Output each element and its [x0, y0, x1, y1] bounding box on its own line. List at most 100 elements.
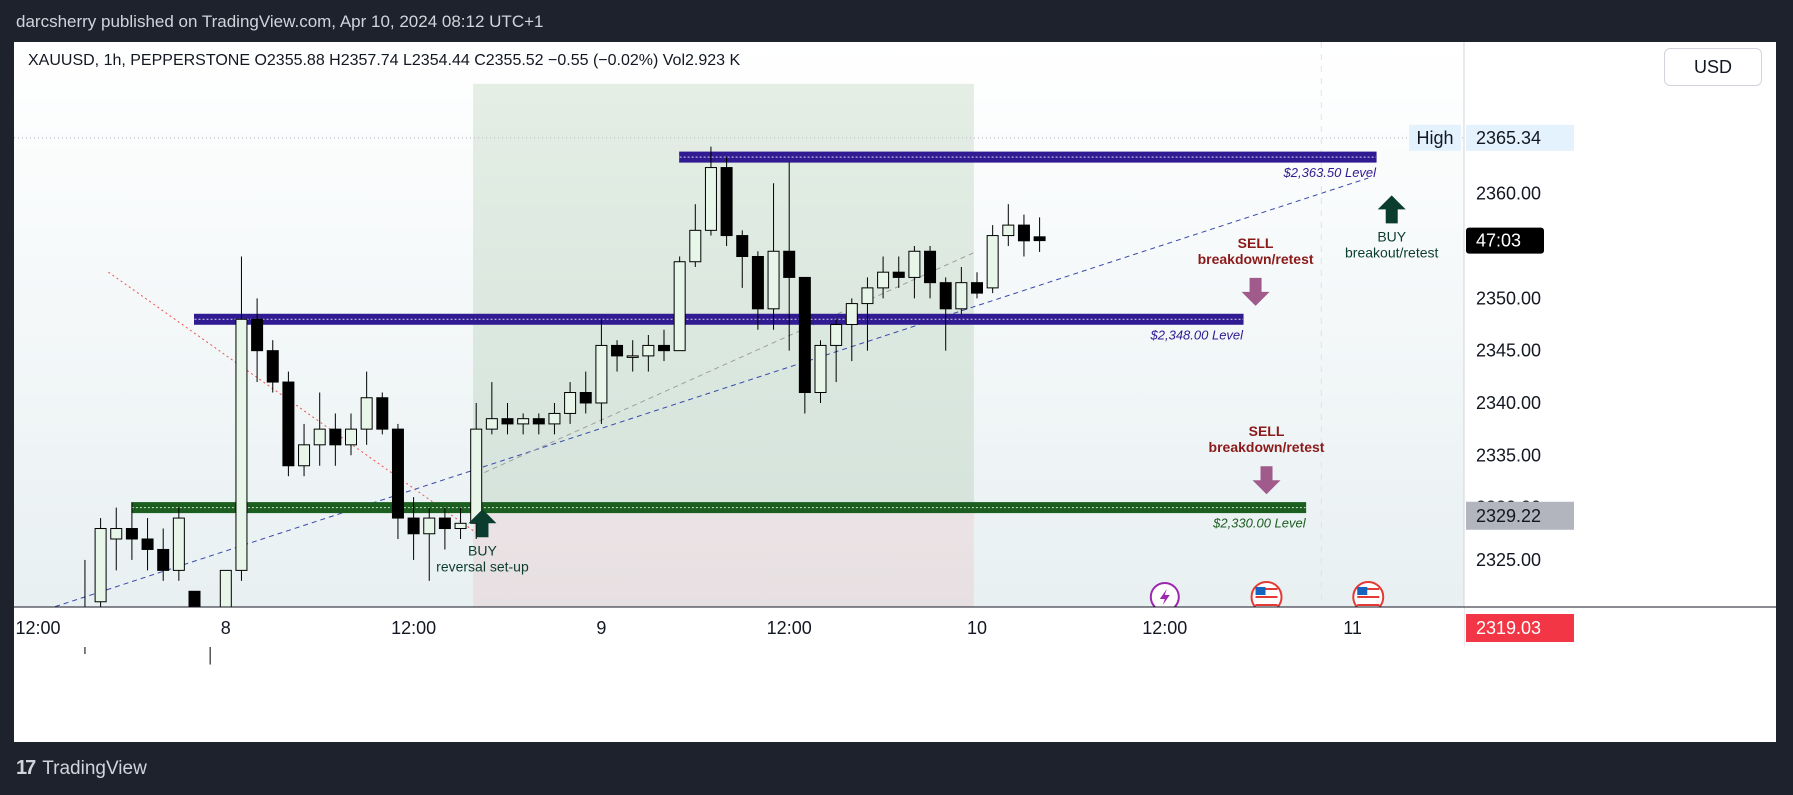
- candle[interactable]: [485, 382, 498, 435]
- candle-body: [360, 397, 373, 430]
- trendline[interactable]: [475, 250, 978, 477]
- candle[interactable]: [266, 340, 279, 393]
- candle[interactable]: [939, 277, 952, 351]
- candle-body: [423, 517, 436, 535]
- candle[interactable]: [595, 319, 608, 424]
- annotation-text: breakdown/retest: [1209, 439, 1325, 455]
- y-tick-label: 2335.00: [1476, 445, 1541, 465]
- x-tick-label: 8: [221, 618, 231, 638]
- candle-body: [407, 517, 420, 535]
- candle[interactable]: [517, 413, 530, 435]
- candle[interactable]: [767, 183, 780, 330]
- candle[interactable]: [360, 371, 373, 445]
- x-tick-label: 12:00: [391, 618, 436, 638]
- candle[interactable]: [376, 392, 389, 435]
- candle[interactable]: [298, 423, 311, 477]
- us-flag-event-icon[interactable]: [1352, 581, 1385, 613]
- candle-body: [798, 276, 811, 394]
- candle[interactable]: [955, 266, 968, 315]
- candle[interactable]: [532, 413, 545, 435]
- price-label-box: [1466, 501, 1574, 530]
- candle[interactable]: [1033, 217, 1046, 252]
- candle[interactable]: [830, 319, 843, 383]
- candle[interactable]: [579, 371, 592, 414]
- candle-body: [845, 303, 858, 326]
- candle-body: [971, 282, 983, 294]
- candle[interactable]: [877, 256, 890, 299]
- annotation-text: BUY: [1377, 228, 1406, 244]
- candle-body: [986, 235, 999, 289]
- candle[interactable]: [454, 507, 467, 539]
- candle[interactable]: [329, 413, 342, 466]
- candle[interactable]: [172, 507, 185, 581]
- time-axis[interactable]: [14, 607, 1464, 647]
- candle[interactable]: [125, 502, 138, 560]
- candle[interactable]: [798, 276, 811, 414]
- candle[interactable]: [845, 298, 858, 362]
- candle[interactable]: [423, 507, 436, 581]
- candle[interactable]: [501, 402, 514, 435]
- candle-body: [110, 528, 123, 540]
- candle[interactable]: [251, 298, 264, 383]
- candle-body: [282, 381, 295, 467]
- candle[interactable]: [110, 507, 123, 571]
- tradingview-logo-icon[interactable]: 17: [16, 757, 36, 779]
- currency-button[interactable]: USD: [1664, 48, 1762, 86]
- candle[interactable]: [564, 382, 577, 424]
- candle[interactable]: [814, 340, 827, 403]
- candle[interactable]: [704, 146, 717, 236]
- candle[interactable]: [282, 371, 295, 477]
- candle[interactable]: [658, 329, 670, 362]
- countdown-label: 47:03: [1476, 231, 1521, 251]
- candle-body: [391, 428, 404, 519]
- candle-body: [564, 392, 577, 414]
- candle[interactable]: [971, 272, 983, 299]
- candle[interactable]: [1017, 214, 1030, 257]
- candle[interactable]: [924, 246, 937, 299]
- candle[interactable]: [720, 157, 733, 247]
- candle[interactable]: [642, 334, 655, 372]
- candle[interactable]: [626, 340, 639, 372]
- candle[interactable]: [611, 340, 624, 372]
- candle[interactable]: [345, 413, 357, 456]
- candle-body: [736, 235, 749, 257]
- candle[interactable]: [438, 507, 451, 550]
- countdown-box: [1466, 227, 1544, 254]
- candle[interactable]: [986, 225, 999, 294]
- candle[interactable]: [751, 251, 764, 330]
- down-arrow-icon: [1252, 466, 1281, 495]
- candle[interactable]: [673, 256, 686, 352]
- candle[interactable]: [391, 423, 404, 539]
- price-label: 2329.22: [1476, 506, 1541, 526]
- price-chart[interactable]: $2,363.50 Level $2,348.00 Level $2,330.00 …: [14, 42, 1776, 742]
- candle[interactable]: [157, 528, 170, 581]
- us-flag-event-icon[interactable]: [1250, 581, 1283, 613]
- candle[interactable]: [407, 497, 420, 560]
- candle[interactable]: [736, 230, 749, 288]
- candle-body: [1002, 224, 1015, 237]
- candle[interactable]: [313, 392, 326, 466]
- chart-frame[interactable]: $2,363.50 Level $2,348.00 Level $2,330.00 …: [14, 42, 1776, 742]
- candle-body: [626, 355, 639, 358]
- candle[interactable]: [861, 277, 874, 351]
- candle[interactable]: [1002, 204, 1015, 247]
- candle[interactable]: [548, 402, 561, 435]
- candle[interactable]: [908, 246, 921, 299]
- candle[interactable]: [783, 162, 796, 351]
- candle-body: [955, 282, 968, 310]
- up-arrow-icon: [468, 509, 497, 538]
- candle[interactable]: [892, 256, 905, 288]
- x-tick-label: 11: [1343, 618, 1362, 638]
- candle[interactable]: [235, 256, 248, 581]
- candle[interactable]: [141, 518, 154, 571]
- x-tick-label: 12:00: [15, 618, 60, 638]
- footer-brand[interactable]: TradingView: [42, 757, 147, 779]
- candle-body: [579, 392, 592, 404]
- candle[interactable]: [689, 204, 702, 267]
- candle-body: [266, 350, 279, 383]
- candle-body: [313, 428, 326, 446]
